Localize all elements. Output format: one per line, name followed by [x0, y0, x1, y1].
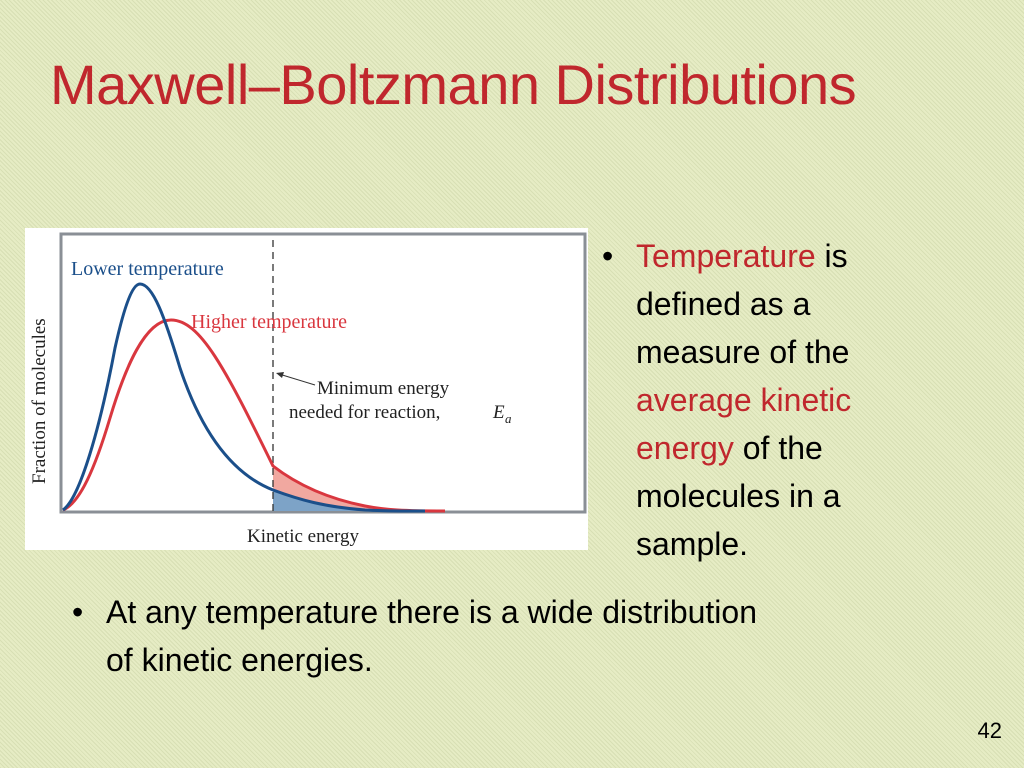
bullet-text-part4: of the molecules in a sample.: [636, 430, 841, 562]
temperature-bullet-text: Temperature is defined as a measure of t…: [636, 232, 922, 568]
maxwell-boltzmann-figure: Lower temperature Higher temperature Min…: [25, 228, 588, 550]
bullet-marker: •: [72, 594, 84, 630]
annotation-arrow: [278, 373, 316, 386]
higher-temperature-curve: [62, 318, 446, 513]
plot-frame: [59, 232, 587, 514]
annotation-line1: Minimum energy: [317, 378, 450, 399]
lower-temperature-curve: [62, 282, 426, 513]
x-axis-label: Kinetic energy: [247, 526, 360, 547]
bullet-marker: •: [602, 238, 614, 274]
bullet-text-part2: is defined as a measure of the: [636, 238, 850, 370]
lower-temp-tail-fill: [273, 490, 365, 511]
activation-energy-subscript: a: [505, 411, 512, 426]
higher-temperature-label: Higher temperature: [191, 311, 347, 333]
distribution-bullet: • At any temperature there is a wide dis…: [72, 588, 772, 684]
slide-title: Maxwell–Boltzmann Distributions: [50, 53, 857, 116]
lower-temperature-label: Lower temperature: [71, 258, 224, 280]
temperature-bullet: • Temperature is defined as a measure of…: [602, 232, 922, 568]
annotation-arrowhead: [276, 372, 284, 378]
distribution-plot: Lower temperature Higher temperature Min…: [29, 232, 587, 547]
annotation-line2: needed for reaction,: [289, 402, 440, 423]
distribution-bullet-text: At any temperature there is a wide distr…: [106, 594, 757, 678]
higher-temp-tail-fill: [273, 466, 425, 511]
y-axis-label: Fraction of molecules: [29, 318, 50, 484]
activation-energy-symbol: E: [492, 402, 505, 423]
term-average-kinetic-energy: average kinetic energy: [636, 382, 852, 466]
page-number: 42: [977, 718, 1002, 743]
term-temperature: Temperature: [636, 238, 816, 274]
